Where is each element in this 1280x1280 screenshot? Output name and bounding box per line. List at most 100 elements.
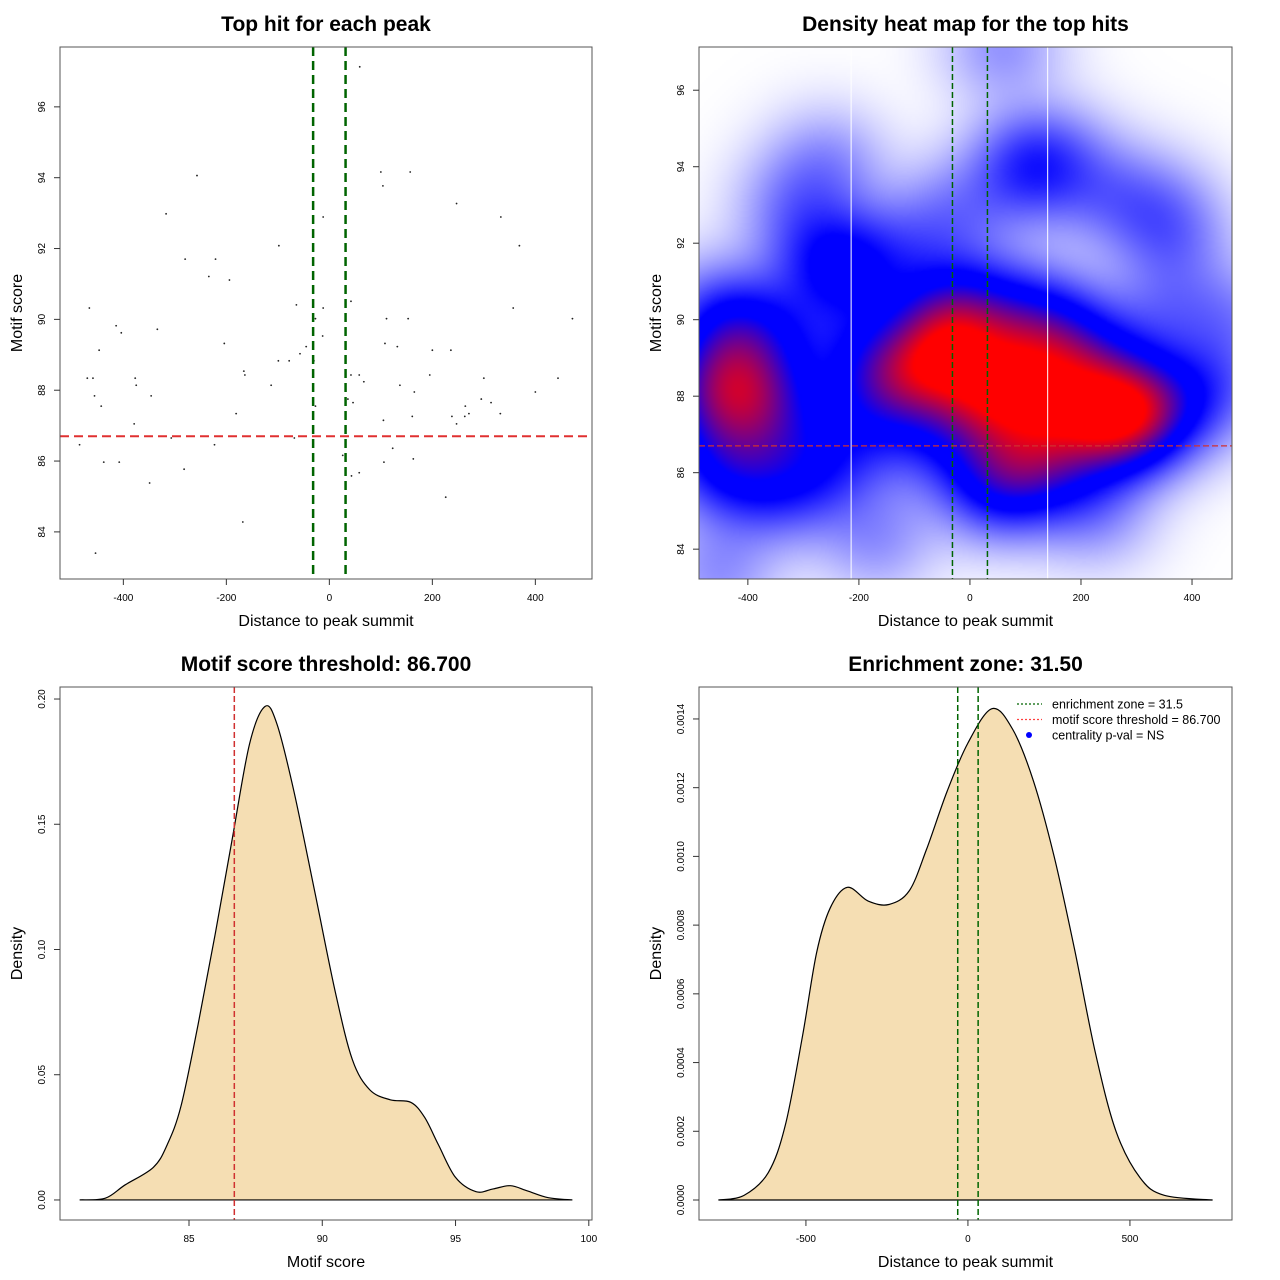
plot-frame (59, 46, 593, 580)
y-tick-label: 94 (676, 161, 687, 173)
scatter-point (512, 307, 515, 309)
scatter-point (228, 279, 231, 281)
y-tick-label: 84 (676, 543, 687, 555)
scatter-point (93, 394, 96, 397)
scatter-point (455, 202, 458, 205)
scatter-point (223, 342, 226, 345)
scatter-point (196, 174, 198, 177)
scatter-point (412, 458, 415, 460)
scatter-point (396, 345, 399, 348)
scatter-point (156, 328, 159, 331)
y-tick-label: 88 (676, 390, 687, 402)
x-tick-label: 0 (327, 593, 333, 604)
legend-label: centrality p-val = NS (1052, 729, 1164, 743)
scatter-point (118, 461, 121, 464)
scatter-point (444, 496, 447, 499)
panel-1: -400 -200 0 200 400 84 86 88 90 92 94 96 Top hit for… (9, 13, 593, 630)
scatter-point (94, 552, 97, 555)
legend-label: motif score threshold = 86.700 (1052, 713, 1221, 727)
x-axis-label: Distance to peak summit (878, 1254, 1054, 1271)
scatter-point (115, 324, 118, 327)
x-tick-label: 200 (1073, 593, 1090, 604)
y-tick-label: 96 (37, 101, 48, 113)
scatter-point (413, 391, 416, 393)
scatter-point (88, 307, 91, 309)
scatter-point (358, 374, 361, 376)
scatter-point (499, 216, 502, 218)
x-tick-label: 85 (183, 1234, 195, 1245)
scatter-point (499, 412, 502, 415)
scatter-point (314, 317, 317, 320)
scatter-point (411, 415, 414, 418)
chart-title: Density heat map for the top hits (802, 13, 1129, 36)
y-tick-label: 0.0014 (676, 703, 687, 734)
x-tick-label: 90 (317, 1234, 329, 1245)
y-tick-label: 90 (676, 314, 687, 326)
y-axis-label: Motif score (9, 274, 26, 352)
scatter-point (148, 482, 151, 484)
scatter-point (322, 307, 325, 309)
scatter-point (92, 377, 94, 380)
y-tick-label: 0.0010 (676, 841, 687, 872)
y-tick-label: 88 (37, 384, 48, 396)
scatter-point (350, 300, 352, 303)
density-curve (718, 707, 1213, 1201)
y-axis-label: Density (648, 927, 665, 980)
scatter-point (362, 380, 365, 383)
y-axis-label: Density (9, 927, 26, 980)
y-tick-label: 0.0006 (676, 978, 687, 1009)
plot-area (718, 687, 1213, 1220)
y-tick-label: 86 (676, 467, 687, 479)
scatter-point (100, 405, 103, 408)
y-tick-label: 94 (37, 172, 48, 184)
scatter-point (358, 471, 361, 474)
y-tick-label: 96 (676, 84, 687, 96)
scatter-point (463, 415, 466, 418)
scatter-point (385, 317, 388, 320)
scatter-point (382, 184, 384, 187)
x-tick-label: 0 (967, 593, 973, 604)
scatter-point (352, 401, 354, 404)
scatter-point (350, 475, 353, 477)
scatter-point (480, 398, 483, 400)
x-axis-label: Distance to peak summit (238, 613, 414, 630)
x-axis-label: Distance to peak summit (878, 613, 1054, 630)
x-tick-label: -200 (849, 593, 869, 604)
density-heatmap (699, 47, 1232, 579)
scatter-point (120, 331, 123, 334)
plot-area (699, 47, 1232, 579)
y-tick-label: 0.0008 (676, 909, 687, 940)
plot-frame (698, 686, 1233, 1221)
x-tick-label: -400 (113, 593, 133, 604)
y-tick-label: 0.0000 (676, 1184, 687, 1215)
scatter-point (235, 412, 238, 415)
scatter-point (431, 349, 434, 352)
y-tick-label: 0.10 (37, 939, 48, 959)
scatter-point (277, 244, 280, 247)
legend-label: enrichment zone = 31.5 (1052, 698, 1183, 712)
scatter-point (241, 521, 244, 523)
scatter-point (242, 370, 245, 372)
scatter-point (391, 447, 394, 450)
scatter-point (270, 384, 273, 387)
plot-area (60, 47, 592, 579)
x-tick-label: 500 (1122, 1234, 1139, 1245)
scatter-point (379, 171, 382, 173)
scatter-point (455, 422, 458, 425)
scatter-point (314, 405, 317, 408)
density-curve (79, 705, 573, 1201)
scatter-point (341, 454, 344, 457)
scatter-point (451, 415, 453, 418)
scatter-point (135, 384, 138, 387)
scatter-point (214, 258, 217, 261)
scatter-point (482, 377, 485, 380)
y-axis-label: Motif score (648, 274, 665, 352)
x-tick-label: 400 (527, 593, 544, 604)
scatter-point (409, 171, 412, 173)
scatter-point (384, 342, 386, 345)
scatter-point (102, 461, 105, 464)
y-tick-label: 0.00 (37, 1190, 48, 1210)
